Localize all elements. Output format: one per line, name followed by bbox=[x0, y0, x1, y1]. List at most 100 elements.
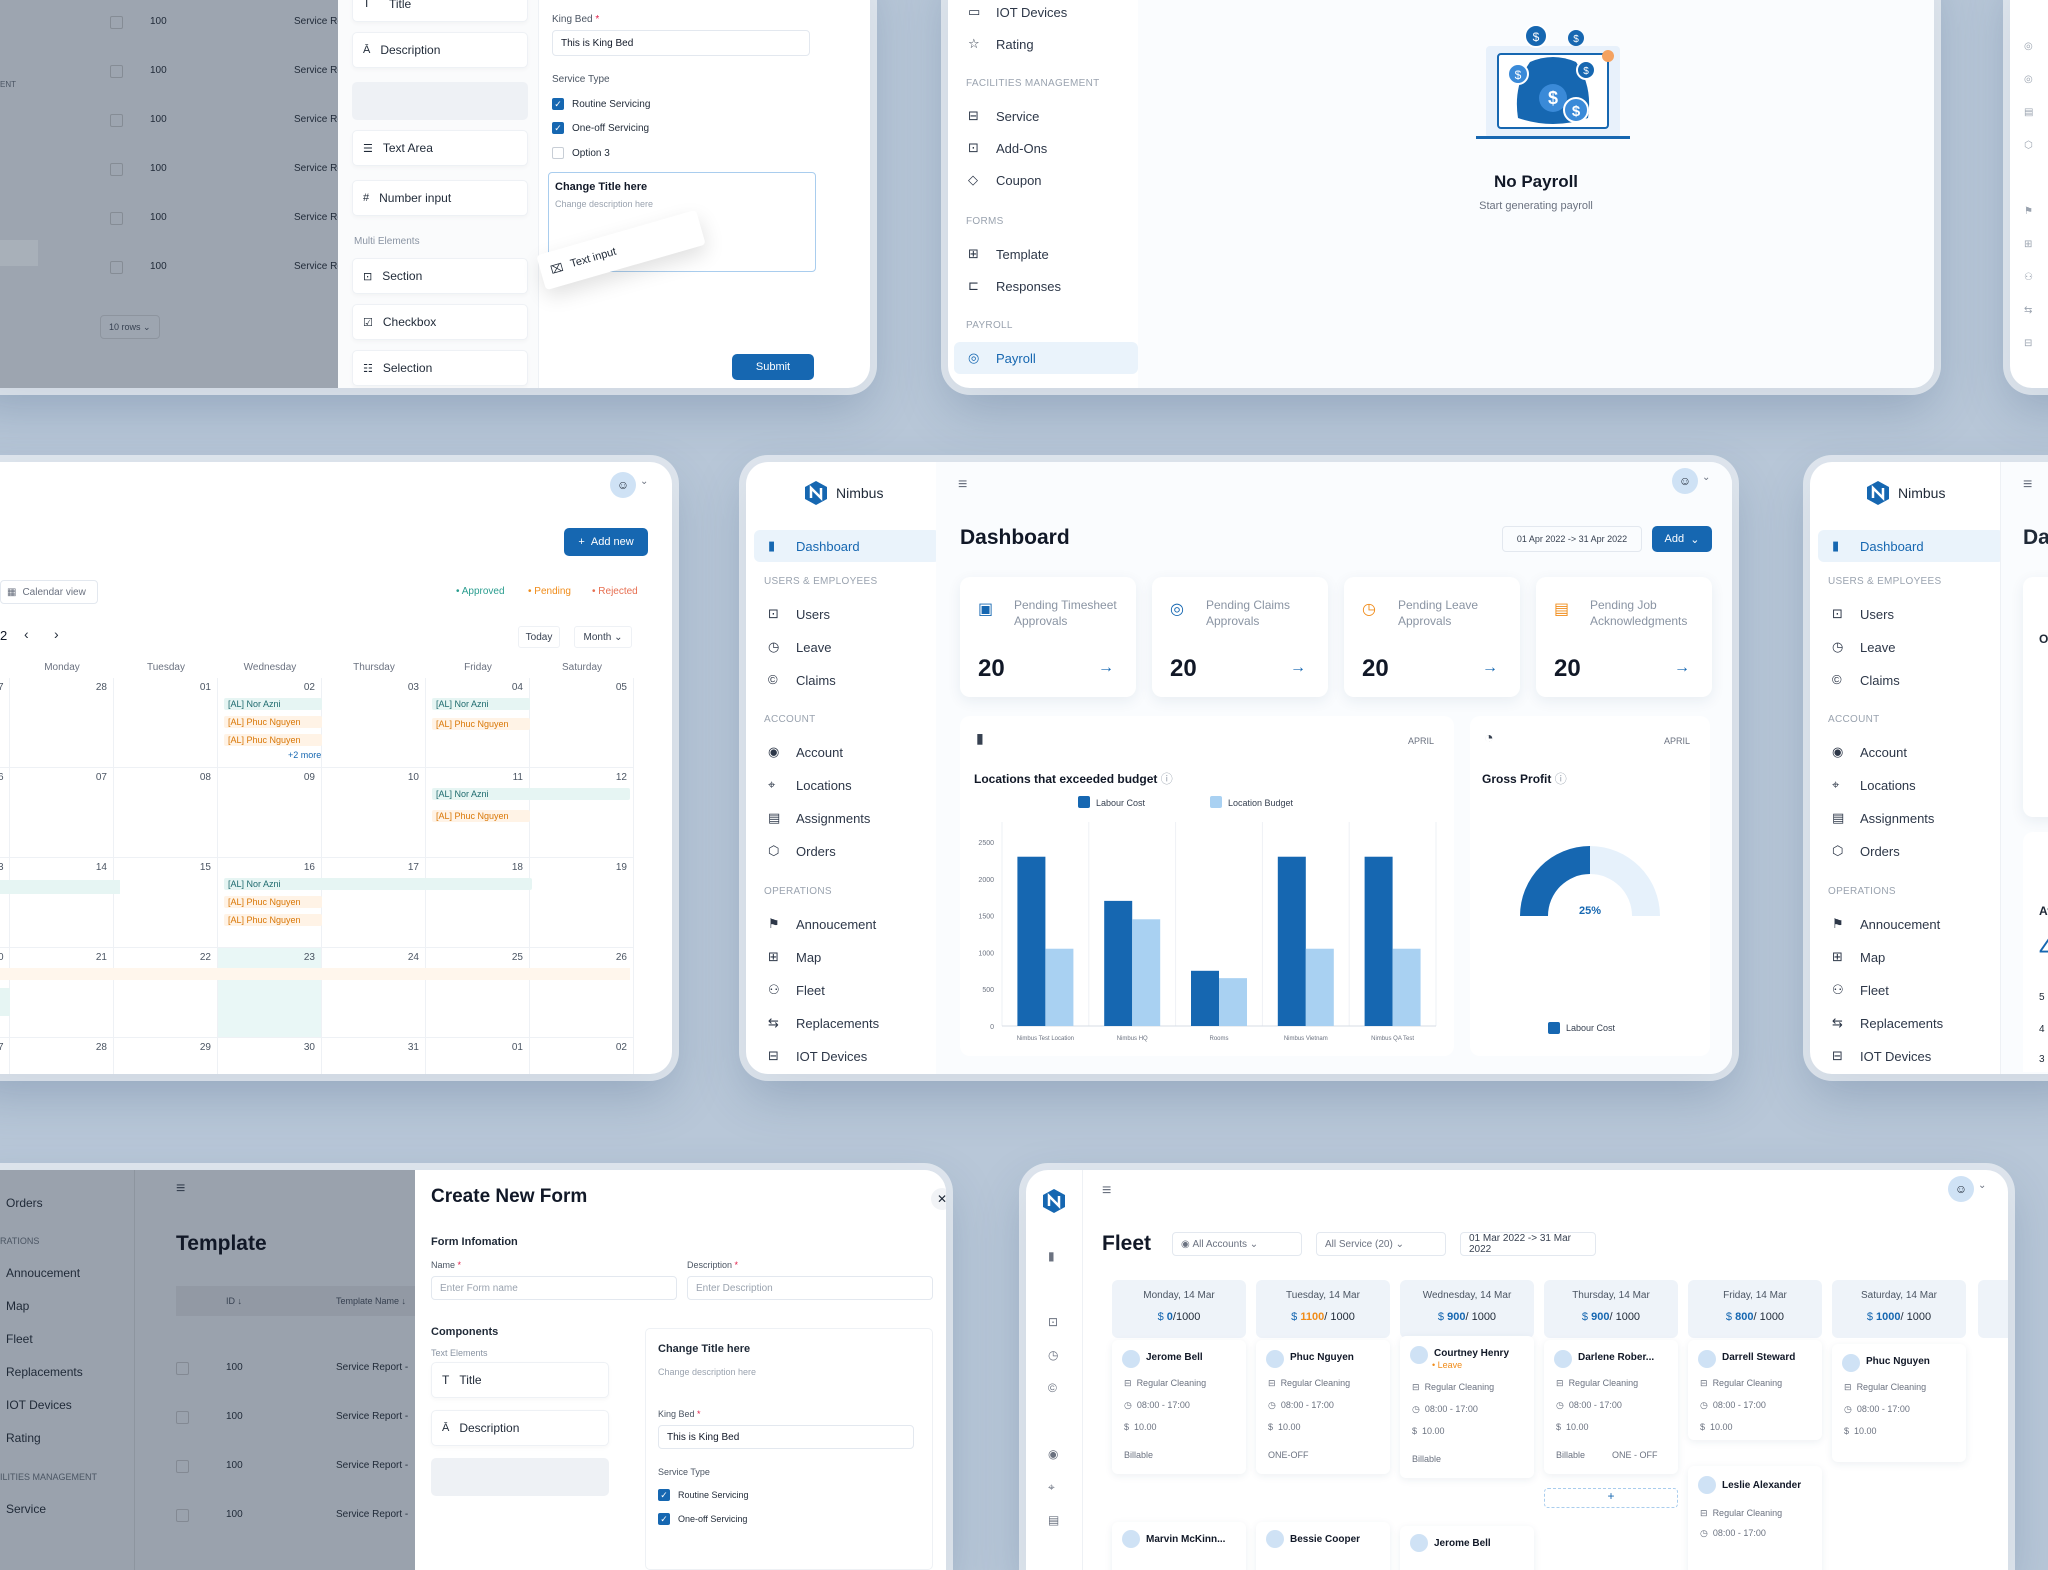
nav-orders[interactable]: ⬡ Orders bbox=[768, 843, 836, 859]
fleet-job-card[interactable]: Jerome Bell bbox=[1400, 1526, 1534, 1570]
calendar-day-cell[interactable]: 03 bbox=[322, 678, 426, 768]
fleet-job-card[interactable]: Leslie Alexander ⊟ Regular Cleaning ◷ 08… bbox=[1688, 1466, 1822, 1570]
calendar-day-cell[interactable]: 25 bbox=[426, 948, 530, 1038]
add-job-slot[interactable]: + bbox=[1544, 1488, 1678, 1508]
row-checkbox[interactable] bbox=[110, 261, 123, 274]
month-select[interactable]: Month ⌄ bbox=[574, 626, 632, 648]
calendar-day-cell[interactable]: 3 bbox=[0, 858, 10, 948]
calendar-day-cell[interactable]: 05 bbox=[530, 678, 634, 768]
row-checkbox[interactable] bbox=[110, 16, 123, 29]
nav-fleet[interactable]: ⚇ Fleet bbox=[768, 982, 825, 998]
calendar-day-cell[interactable]: 23 bbox=[218, 948, 322, 1038]
calendar-event[interactable]: [AL] Phuc Nguyen bbox=[432, 810, 530, 822]
fleet-job-card[interactable]: Marvin McKinn... bbox=[1112, 1522, 1246, 1570]
calendar-event[interactable]: [AL] Nor Azni bbox=[432, 788, 630, 800]
nav-account[interactable]: ◉ Account bbox=[1832, 744, 1907, 760]
prev-month-icon[interactable]: ‹ bbox=[24, 626, 29, 642]
arrow-right-icon[interactable]: → bbox=[1482, 659, 1498, 676]
calendar-day-cell[interactable]: 15 bbox=[114, 858, 218, 948]
avatar-chevron-icon[interactable]: ⌄ bbox=[1978, 1180, 1987, 1191]
nav-assignments[interactable]: ▤ Assignments bbox=[1832, 810, 1935, 826]
fleet-job-card[interactable]: Phuc Nguyen ⊟ Regular Cleaning ◷ 08:00 -… bbox=[1832, 1344, 1966, 1462]
service-filter[interactable]: All Service (20) ⌄ bbox=[1316, 1232, 1446, 1256]
drop-zone[interactable]: Change Title here Change description her… bbox=[548, 172, 816, 272]
row-checkbox[interactable] bbox=[176, 1460, 189, 1473]
bar-labour-cost[interactable] bbox=[1191, 970, 1219, 1026]
bar-location-budget[interactable] bbox=[1219, 978, 1247, 1026]
hamburger-icon[interactable]: ≡ bbox=[958, 476, 968, 493]
accounts-filter[interactable]: ◉ All Accounts ⌄ bbox=[1172, 1232, 1302, 1256]
nav-coupon[interactable]: ◇ Coupon bbox=[968, 172, 1042, 188]
comp-description[interactable]: Ā Description bbox=[431, 1410, 609, 1446]
bar-labour-cost[interactable] bbox=[1277, 856, 1306, 1026]
nav-iot-devices[interactable]: ▭ IOT Devices bbox=[968, 4, 1068, 20]
nav-map[interactable]: ⊞ Map bbox=[1832, 949, 1886, 965]
avatar[interactable]: ☺ bbox=[610, 472, 636, 498]
calendar-event[interactable]: [AL] Phuc Nguyen bbox=[432, 718, 530, 730]
rows-select[interactable]: 10 rows ⌄ bbox=[100, 315, 160, 339]
nav-users[interactable]: ⊡ Users bbox=[1832, 606, 1894, 622]
calendar-event[interactable]: [AL] Phuc Nguyen bbox=[224, 896, 322, 908]
nav-claims[interactable]: © Claims bbox=[768, 672, 836, 688]
row-checkbox[interactable] bbox=[176, 1362, 189, 1375]
table-row[interactable]: 100 Service Report - bbox=[176, 1360, 416, 1400]
calendar-day-cell[interactable]: 14 bbox=[10, 858, 114, 948]
arrow-right-icon[interactable]: → bbox=[1098, 659, 1114, 676]
stat-claims[interactable]: ◎ Pending Claims Approvals 20 → bbox=[1152, 577, 1328, 697]
comp-description[interactable]: Ā Description bbox=[352, 32, 528, 68]
add-dropdown-button[interactable]: Add ⌄ bbox=[1652, 526, 1712, 552]
row-checkbox[interactable] bbox=[110, 212, 123, 225]
fac-item-0[interactable]: Service bbox=[6, 1502, 47, 1516]
calendar-event[interactable]: [AL] Phuc Nguyen bbox=[224, 716, 322, 728]
nav-leave[interactable]: ◷ Leave bbox=[768, 639, 832, 655]
nav-locations[interactable]: ⌖ Locations bbox=[768, 777, 852, 793]
orders-item[interactable]: Orders bbox=[6, 1196, 43, 1210]
nav-service[interactable]: ⊟ Service bbox=[968, 108, 1040, 124]
nav-claims[interactable]: © Claims bbox=[1832, 672, 1900, 688]
comp-title[interactable]: T Title bbox=[352, 0, 528, 22]
calendar-day-cell[interactable]: 28 bbox=[10, 1038, 114, 1074]
nav-rating[interactable]: ☆ Rating bbox=[968, 36, 1034, 52]
fleet-job-card[interactable]: Phuc Nguyen ⊟ Regular Cleaning ◷ 08:00 -… bbox=[1256, 1340, 1390, 1474]
calendar-event[interactable]: [AL] Nor Azni bbox=[432, 698, 530, 710]
calendar-day-cell[interactable]: 26 bbox=[530, 948, 634, 1038]
add-new-button[interactable]: + Add new bbox=[564, 528, 648, 556]
donut-slice-labour-cost[interactable] bbox=[1520, 846, 1590, 916]
calendar-day-cell[interactable]: 17 bbox=[322, 858, 426, 948]
comp-text-area[interactable]: ☰ Text Area bbox=[352, 130, 528, 166]
form-name-input[interactable]: Enter Form name bbox=[431, 1276, 677, 1300]
row-checkbox[interactable] bbox=[110, 163, 123, 176]
table-row[interactable]: 100 Service Report - bbox=[0, 104, 366, 144]
calendar-day-cell[interactable]: 09 bbox=[218, 768, 322, 858]
ops-item-3[interactable]: Replacements bbox=[6, 1365, 83, 1379]
col-name[interactable]: Template Name ↓ bbox=[336, 1296, 407, 1306]
row-checkbox[interactable] bbox=[110, 65, 123, 78]
calendar-day-cell[interactable]: 07 bbox=[10, 768, 114, 858]
stat-leave[interactable]: ◷ Pending Leave Approvals 20 → bbox=[1344, 577, 1520, 697]
calendar-day-cell[interactable]: 24 bbox=[322, 948, 426, 1038]
nav-iot-devices[interactable]: ⊟ IOT Devices bbox=[768, 1048, 868, 1064]
row-checkbox[interactable] bbox=[110, 114, 123, 127]
option-oneoff[interactable]: ✓ One-off Servicing bbox=[552, 122, 649, 134]
nav-users[interactable]: ⊡ Users bbox=[768, 606, 830, 622]
arrow-right-icon[interactable]: → bbox=[1674, 659, 1690, 676]
nav-iot-devices[interactable]: ⊟ IOT Devices bbox=[1832, 1048, 1932, 1064]
date-range[interactable]: 01 Mar 2022 -> 31 Mar 2022 bbox=[1460, 1232, 1596, 1256]
calendar-day-cell[interactable]: 21 bbox=[10, 948, 114, 1038]
fleet-job-card[interactable]: Bessie Cooper bbox=[1256, 1522, 1390, 1570]
calendar-day-cell[interactable]: 19 bbox=[530, 858, 634, 948]
bar-location-budget[interactable] bbox=[1132, 919, 1161, 1026]
avatar[interactable]: ☺ bbox=[1948, 1176, 1974, 1202]
row-checkbox[interactable] bbox=[176, 1509, 189, 1522]
comp-checkbox[interactable]: ☑ Checkbox bbox=[352, 304, 528, 340]
fleet-job-card[interactable]: Darrell Steward ⊟ Regular Cleaning ◷ 08:… bbox=[1688, 1340, 1822, 1440]
table-row[interactable]: 100 Service Report - bbox=[176, 1409, 416, 1449]
calendar-day-cell[interactable]: 18 bbox=[426, 858, 530, 948]
fleet-job-card[interactable]: Darlene Rober... ⊟ Regular Cleaning ◷ 08… bbox=[1544, 1340, 1678, 1474]
ops-item-2[interactable]: Fleet bbox=[6, 1332, 33, 1346]
ops-item-5[interactable]: Rating bbox=[6, 1431, 41, 1445]
nav-payroll[interactable]: ◎ Payroll bbox=[954, 342, 1138, 374]
today-button[interactable]: Today bbox=[518, 626, 560, 648]
hamburger-icon[interactable]: ≡ bbox=[2023, 476, 2033, 493]
calendar-day-cell[interactable]: 6 bbox=[0, 768, 10, 858]
